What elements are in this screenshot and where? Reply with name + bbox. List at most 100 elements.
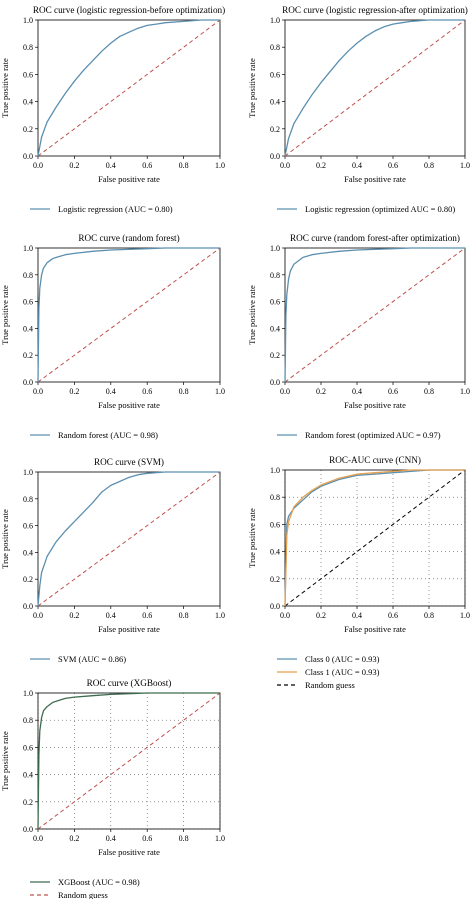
x-tick-label: 0.0 <box>33 611 43 620</box>
y-tick-label: 0.6 <box>23 743 33 752</box>
y-tick-label: 0.4 <box>23 98 33 107</box>
chart-title: ROC curve (SVM) <box>94 457 164 467</box>
y-tick-label: 0.6 <box>23 522 33 531</box>
y-tick-label: 1.0 <box>23 689 33 698</box>
x-tick-label: 0.8 <box>424 387 434 396</box>
y-tick-label: 0.2 <box>270 125 280 134</box>
x-tick-label: 0.2 <box>316 387 326 396</box>
diagonal-line <box>37 471 221 607</box>
x-tick-label: 0.2 <box>69 834 79 843</box>
chart-4: ROC curve (random forest-after optimizat… <box>247 233 470 440</box>
series-line-1 <box>37 692 220 830</box>
x-tick-label: 0.6 <box>388 611 398 620</box>
x-axis-label: False positive rate <box>98 847 160 857</box>
x-axis-label: False positive rate <box>98 400 160 410</box>
x-tick-label: 0.4 <box>106 161 116 170</box>
plot-frame <box>37 247 221 383</box>
y-tick-label: 0.2 <box>23 351 33 360</box>
x-tick-label: 1.0 <box>460 611 470 620</box>
y-tick-label: 0.6 <box>23 70 33 79</box>
chart-3: ROC curve (random forest) 0.00.0 0.2 0.2 0.4… <box>0 233 225 440</box>
y-axis-label: True positive rate <box>0 731 10 791</box>
y-axis-label: True positive rate <box>0 58 10 118</box>
y-tick-label: 0.2 <box>23 575 33 584</box>
legend-label: XGBoost (AUC = 0.98) <box>58 877 140 887</box>
legend-label: Random forest (AUC = 0.98) <box>58 430 158 440</box>
y-tick-label: 0.0 <box>23 378 33 387</box>
y-tick-label: 0.0 <box>23 602 33 611</box>
y-tick-label: 0.0 <box>23 152 33 161</box>
x-tick-label: 0.6 <box>142 387 152 396</box>
x-tick-label: 0.8 <box>179 387 189 396</box>
y-tick-label: 1.0 <box>23 244 33 253</box>
x-tick-label: 0.8 <box>424 161 434 170</box>
diagonal-line <box>284 469 466 607</box>
series-line-1 <box>37 247 220 383</box>
diagonal-line <box>284 247 466 383</box>
y-tick-label: 0.6 <box>270 70 280 79</box>
x-tick-label: 0.4 <box>352 161 362 170</box>
x-tick-label: 0.6 <box>142 161 152 170</box>
chart-title: ROC curve (random forest) <box>78 233 179 243</box>
y-tick-label: 1.0 <box>270 466 280 475</box>
legend-label: Random forest (optimized AUC = 0.97) <box>305 430 441 440</box>
y-tick-label: 0.6 <box>270 520 280 529</box>
chart-title: ROC curve (random forest-after optimizat… <box>290 233 460 243</box>
x-tick-label: 0.4 <box>106 611 116 620</box>
y-axis-label: True positive rate <box>0 509 10 569</box>
legend-label: Class 0 (AUC = 0.93) <box>305 654 380 664</box>
x-tick-label: 0.6 <box>388 387 398 396</box>
y-tick-label: 0.4 <box>23 324 33 333</box>
y-tick-label: 0.0 <box>270 378 280 387</box>
y-tick-label: 0.6 <box>270 298 280 307</box>
series-line-2 <box>284 469 465 607</box>
x-tick-label: 1.0 <box>215 161 225 170</box>
legend-item: Random forest (AUC = 0.98) <box>30 430 158 440</box>
legend-label: Logistic regression (AUC = 0.80) <box>58 204 173 214</box>
x-tick-label: 0.8 <box>179 611 189 620</box>
y-tick-label: 1.0 <box>23 468 33 477</box>
x-tick-label: 1.0 <box>215 611 225 620</box>
x-tick-label: 0.2 <box>69 387 79 396</box>
legend-item: Class 0 (AUC = 0.93) <box>277 654 380 664</box>
legend-label: Random guess <box>305 680 355 690</box>
chart-6: ROC-AUC curve (CNN) 0.00.0 0.2 0.2 0.4 0.4 0.6… <box>247 455 470 690</box>
x-tick-label: 0.0 <box>280 161 290 170</box>
x-tick-label: 0.8 <box>424 611 434 620</box>
y-tick-label: 0.8 <box>270 493 280 502</box>
y-axis-label: True positive rate <box>247 285 257 345</box>
x-tick-label: 0.2 <box>316 161 326 170</box>
legend-item: Random guess <box>30 890 108 899</box>
x-tick-label: 0.2 <box>69 611 79 620</box>
legend-label: SVM (AUC = 0.86) <box>58 654 126 664</box>
plot-frame <box>37 19 221 157</box>
y-axis-label: True positive rate <box>0 285 10 345</box>
y-tick-label: 0.4 <box>270 548 280 557</box>
plot-frame <box>284 19 466 157</box>
x-tick-label: 0.0 <box>280 611 290 620</box>
y-tick-label: 0.2 <box>270 575 280 584</box>
x-tick-label: 0.0 <box>33 161 43 170</box>
x-tick-label: 0.8 <box>179 834 189 843</box>
y-tick-label: 0.8 <box>23 716 33 725</box>
chart-7: ROC curve (XGBoost) 0.00.0 0.2 0.2 0.4 0.4 0.6… <box>0 678 225 899</box>
y-tick-label: 0.2 <box>23 125 33 134</box>
y-tick-label: 0.4 <box>23 548 33 557</box>
diagonal-line <box>284 19 466 157</box>
y-tick-label: 0.8 <box>270 43 280 52</box>
y-tick-label: 1.0 <box>23 16 33 25</box>
y-tick-label: 0.2 <box>23 798 33 807</box>
y-tick-label: 1.0 <box>270 244 280 253</box>
x-tick-label: 1.0 <box>460 161 470 170</box>
y-tick-label: 0.8 <box>23 495 33 504</box>
diagonal-line <box>37 692 221 830</box>
legend-item: Logistic regression (AUC = 0.80) <box>30 204 173 214</box>
x-tick-label: 0.0 <box>33 387 43 396</box>
legend-item: Logistic regression (optimized AUC = 0.8… <box>277 204 455 214</box>
y-tick-label: 1.0 <box>270 16 280 25</box>
chart-title: ROC curve (logistic regression-after opt… <box>282 5 468 15</box>
series-line-1 <box>37 19 220 157</box>
x-tick-label: 0.4 <box>106 387 116 396</box>
y-tick-label: 0.8 <box>270 271 280 280</box>
legend-item: XGBoost (AUC = 0.98) <box>30 877 140 887</box>
